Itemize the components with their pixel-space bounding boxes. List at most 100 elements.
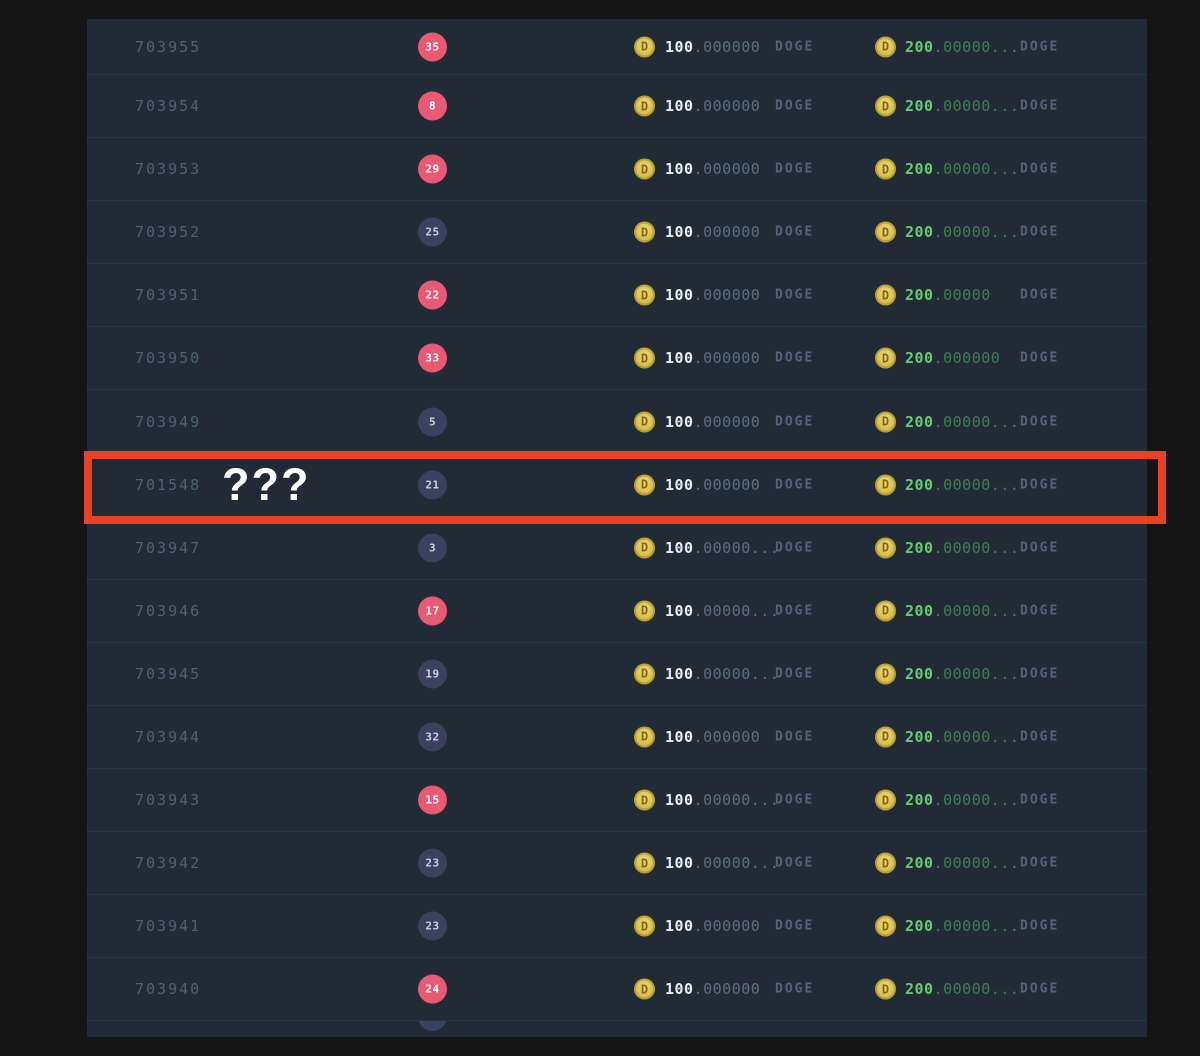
doge-coin-icon: D — [634, 537, 655, 559]
bet-amount-frac: .000000 — [693, 223, 761, 242]
table-row[interactable]: 703953 29 D 100.000000 DOGE D 200.00000... DOGE — [87, 138, 1147, 202]
win-currency-label: DOGE — [1020, 792, 1060, 808]
roll-result-badge: 17 — [418, 596, 447, 626]
win-currency-label: DOGE — [1020, 477, 1060, 493]
win-amount-frac: .00000... — [933, 854, 1020, 873]
table-row-highlighted[interactable]: 701548 21 D 100.000000 DOGE D 200.00000... DOGE — [87, 454, 1147, 517]
win-currency-label: DOGE — [1020, 918, 1060, 934]
roll-result-badge: 19 — [418, 659, 447, 689]
win-amount-int: 200 — [905, 980, 934, 999]
win-amount-frac: .00000... — [933, 601, 1020, 620]
roll-result-badge: 8 — [418, 91, 447, 121]
win-currency-label: DOGE — [1020, 603, 1060, 619]
bet-amount: 100.00000... — [665, 665, 779, 683]
bet-amount-frac: .000000 — [693, 37, 761, 56]
bet-currency-label: DOGE — [775, 855, 815, 871]
win-amount-frac: .000000 — [933, 349, 1001, 368]
doge-coin-icon: D — [634, 411, 655, 433]
table-row[interactable]: 703952 25 D 100.000000 DOGE D 200.00000... DOGE — [87, 201, 1147, 265]
bet-amount-frac: .000000 — [693, 980, 761, 999]
table-row[interactable]: 703950 33 D 100.000000 DOGE D 200.000000 DOGE — [87, 327, 1147, 391]
doge-coin-icon: D — [875, 663, 896, 685]
bet-id: 703947 — [135, 538, 202, 557]
bet-amount: 100.000000 — [665, 160, 760, 178]
doge-coin-icon: D — [634, 36, 655, 57]
doge-coin-icon: D — [875, 347, 896, 369]
win-amount: 200.00000... — [905, 539, 1019, 557]
bet-amount-frac: .00000... — [693, 664, 780, 683]
doge-coin-icon: D — [875, 36, 896, 57]
win-currency-label: DOGE — [1020, 287, 1060, 303]
doge-coin-icon: D — [875, 95, 896, 117]
table-row[interactable]: 703949 5 D 100.000000 DOGE D 200.00000... DOGE — [87, 390, 1147, 454]
win-amount-frac: .00000... — [933, 980, 1020, 999]
bet-id: 703941 — [135, 917, 202, 936]
win-amount: 200.00000... — [905, 160, 1019, 178]
table-row[interactable]: 703942 23 D 100.00000... DOGE D 200.00000... DO… — [87, 832, 1147, 896]
bet-amount-int: 100 — [665, 917, 694, 936]
bet-amount: 100.000000 — [665, 917, 760, 935]
bet-amount-int: 100 — [665, 980, 694, 999]
doge-coin-icon: D — [875, 158, 896, 180]
win-currency-label: DOGE — [1020, 161, 1060, 177]
table-row[interactable]: 703944 32 D 100.000000 DOGE D 200.00000... DOGE — [87, 706, 1147, 770]
bet-amount-int: 100 — [665, 538, 694, 557]
table-row[interactable]: 703955 35 D 100.000000 DOGE D 200.00000... DOGE — [87, 19, 1147, 75]
table-row[interactable]: 703954 8 D 100.000000 DOGE D 200.00000... DOGE — [87, 75, 1147, 139]
bet-id: 703940 — [135, 980, 202, 999]
win-currency-label: DOGE — [1020, 414, 1060, 430]
win-amount: 200.00000... — [905, 728, 1019, 746]
win-amount-frac: .00000... — [933, 917, 1020, 936]
doge-coin-icon: D — [634, 347, 655, 369]
table-row[interactable]: 703945 19 D 100.00000... DOGE D 200.00000... DO… — [87, 643, 1147, 706]
doge-coin-icon: D — [875, 411, 896, 433]
bet-currency-label: DOGE — [775, 350, 815, 366]
win-amount: 200.00000... — [905, 223, 1019, 241]
doge-coin-icon: D — [875, 600, 896, 622]
bet-amount-int: 100 — [665, 412, 694, 431]
bet-amount-int: 100 — [665, 223, 694, 242]
table-row[interactable]: 703941 23 D 100.000000 DOGE D 200.00000... DOGE — [87, 895, 1147, 959]
bet-amount-int: 100 — [665, 37, 694, 56]
doge-coin-icon: D — [875, 726, 896, 748]
win-amount-frac: .00000... — [933, 223, 1020, 242]
bet-amount-frac: .000000 — [693, 917, 761, 936]
bet-amount: 100.000000 — [665, 980, 760, 998]
win-amount-int: 200 — [905, 286, 934, 305]
bet-currency-label: DOGE — [775, 98, 815, 114]
bet-amount: 100.000000 — [665, 97, 760, 115]
bet-amount-int: 100 — [665, 97, 694, 116]
bet-amount: 100.00000... — [665, 791, 779, 809]
bet-amount-int: 100 — [665, 475, 694, 494]
bet-amount-frac: .000000 — [693, 160, 761, 179]
win-amount-frac: .00000... — [933, 37, 1020, 56]
table-row[interactable]: 703951 22 D 100.000000 DOGE D 200.00000 DOGE — [87, 264, 1147, 328]
roll-result-badge: 22 — [418, 280, 447, 310]
win-currency-label: DOGE — [1020, 39, 1060, 54]
doge-coin-icon: D — [634, 978, 655, 1000]
win-amount: 200.00000... — [905, 854, 1019, 872]
table-row[interactable]: 703940 24 D 100.000000 DOGE D 200.00000... DOGE — [87, 958, 1147, 1022]
win-amount: 200.00000... — [905, 917, 1019, 935]
win-currency-label: DOGE — [1020, 981, 1060, 997]
doge-coin-icon: D — [634, 600, 655, 622]
bet-amount: 100.00000... — [665, 539, 779, 557]
bet-amount-int: 100 — [665, 601, 694, 620]
table-row[interactable]: 703943 15 D 100.00000... DOGE D 200.00000... DO… — [87, 769, 1147, 833]
doge-coin-icon: D — [634, 221, 655, 243]
doge-coin-icon: D — [634, 726, 655, 748]
bet-amount: 100.00000... — [665, 854, 779, 872]
bet-amount: 100.000000 — [665, 349, 760, 367]
table-row[interactable]: 703947 3 D 100.00000... DOGE D 200.00000... DOG… — [87, 517, 1147, 580]
doge-coin-icon: D — [634, 663, 655, 685]
table-row[interactable]: 703946 17 D 100.00000... DOGE D 200.00000... DO… — [87, 580, 1147, 643]
win-amount: 200.00000... — [905, 980, 1019, 998]
win-amount-frac: .00000... — [933, 475, 1020, 494]
bet-currency-label: DOGE — [775, 414, 815, 430]
win-amount: 200.00000... — [905, 602, 1019, 620]
bet-amount-frac: .000000 — [693, 412, 761, 431]
bet-currency-label: DOGE — [775, 918, 815, 934]
bet-amount-frac: .00000... — [693, 601, 780, 620]
win-amount-frac: .00000... — [933, 538, 1020, 557]
highlight-question-label: ??? — [222, 459, 311, 510]
